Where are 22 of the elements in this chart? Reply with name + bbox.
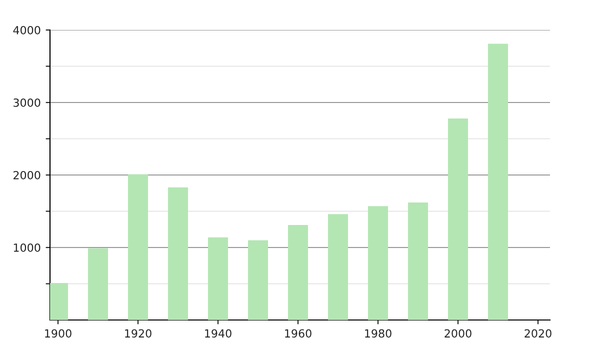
bar	[408, 202, 428, 320]
bar	[328, 214, 348, 320]
y-tick-label: 4000	[13, 26, 40, 34]
bar	[88, 248, 108, 320]
bar	[208, 237, 228, 320]
bar	[288, 225, 308, 320]
x-tick-label: 1980	[365, 329, 392, 338]
x-tick-label: 1900	[45, 329, 72, 338]
bar	[128, 174, 148, 320]
bar	[368, 206, 388, 320]
bar	[448, 118, 468, 320]
x-tick-label: 1960	[285, 329, 312, 338]
x-tick-label: 2000	[444, 329, 472, 338]
y-tick-label: 1000	[14, 243, 40, 252]
bar	[168, 187, 188, 320]
x-tick-label: 2020	[524, 329, 552, 338]
y-tick-label: 3000	[14, 98, 40, 107]
x-tick-label: 1920	[125, 329, 152, 338]
bar	[488, 44, 508, 320]
x-tick-label: 1940	[205, 329, 232, 338]
y-tick-label: 2000	[14, 170, 40, 180]
bar	[248, 240, 268, 320]
